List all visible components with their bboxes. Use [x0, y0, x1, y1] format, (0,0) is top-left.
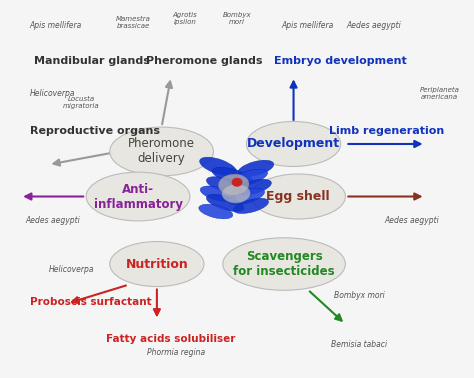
Ellipse shape — [230, 169, 268, 186]
Ellipse shape — [223, 238, 346, 290]
Text: Bombyx mori: Bombyx mori — [334, 291, 385, 301]
Text: Aedes aegypti: Aedes aegypti — [346, 21, 401, 30]
Ellipse shape — [206, 177, 244, 194]
Text: Anti-
inflammatory: Anti- inflammatory — [93, 183, 182, 211]
Text: Nutrition: Nutrition — [126, 257, 188, 271]
Text: Development: Development — [247, 138, 340, 150]
Text: Reproductive organs: Reproductive organs — [30, 126, 160, 136]
Text: Periplaneta
americana: Periplaneta americana — [419, 87, 460, 100]
Text: Mamestra
brassicae: Mamestra brassicae — [116, 15, 151, 28]
Text: Bemisia tabaci: Bemisia tabaci — [331, 340, 388, 349]
Ellipse shape — [251, 174, 346, 219]
Ellipse shape — [110, 127, 213, 176]
Ellipse shape — [200, 157, 237, 176]
Ellipse shape — [200, 186, 236, 202]
Text: Limb regeneration: Limb regeneration — [329, 126, 444, 136]
Ellipse shape — [110, 242, 204, 287]
Text: Bombyx
mori: Bombyx mori — [223, 12, 251, 25]
Text: Egg shell: Egg shell — [266, 190, 330, 203]
Text: Aedes aegypti: Aedes aegypti — [25, 216, 80, 225]
Ellipse shape — [199, 204, 233, 219]
Ellipse shape — [236, 179, 272, 195]
Text: Scavengers
for insecticides: Scavengers for insecticides — [233, 250, 335, 278]
Ellipse shape — [222, 184, 250, 203]
Ellipse shape — [238, 160, 274, 177]
Ellipse shape — [206, 194, 244, 211]
Text: Phormia regina: Phormia regina — [146, 348, 205, 357]
Ellipse shape — [246, 121, 341, 166]
Text: Proboscis surfactant: Proboscis surfactant — [30, 297, 151, 307]
Text: Pheromone glands: Pheromone glands — [146, 56, 262, 67]
Text: Helicoverpa: Helicoverpa — [30, 89, 75, 98]
Circle shape — [232, 178, 242, 186]
Ellipse shape — [219, 174, 249, 195]
Text: Helicoverpa: Helicoverpa — [48, 265, 94, 274]
Ellipse shape — [86, 172, 190, 221]
Text: Pheromone
delivery: Pheromone delivery — [128, 138, 195, 166]
Text: Agrotis
ipsilon: Agrotis ipsilon — [173, 12, 198, 25]
Ellipse shape — [228, 188, 264, 205]
Text: Fatty acids solubiliser: Fatty acids solubiliser — [106, 334, 236, 344]
Text: Apis mellifera: Apis mellifera — [282, 21, 334, 30]
Text: Embryo development: Embryo development — [274, 56, 407, 67]
Ellipse shape — [234, 198, 269, 214]
Ellipse shape — [212, 167, 253, 184]
Text: Mandibular glands: Mandibular glands — [35, 56, 150, 67]
Text: Apis mellifera: Apis mellifera — [30, 21, 82, 30]
Text: Aedes aegypti: Aedes aegypti — [385, 216, 439, 225]
Text: Locusta
migratoria: Locusta migratoria — [63, 96, 100, 109]
